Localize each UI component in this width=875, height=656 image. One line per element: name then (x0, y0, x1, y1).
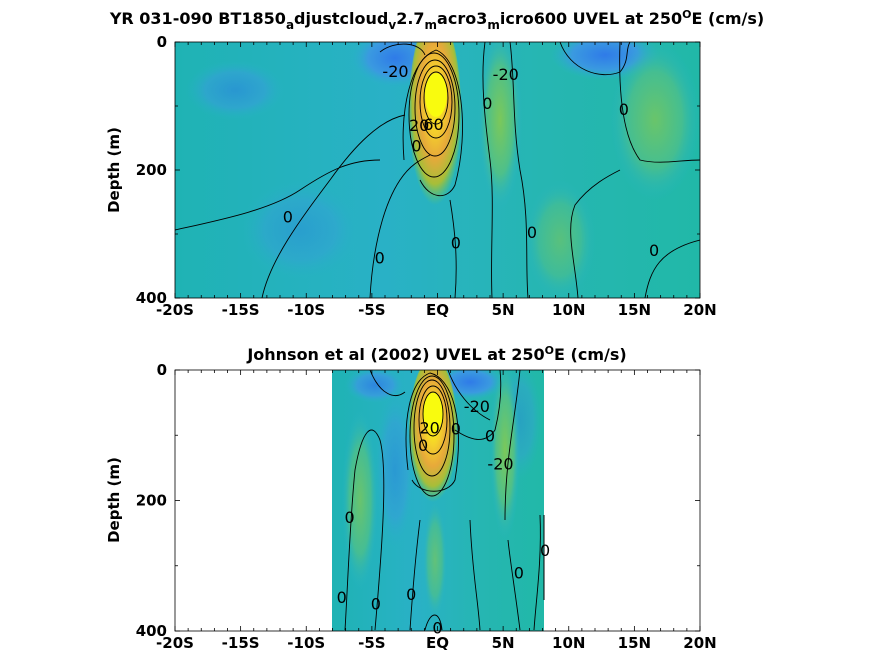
x-tick-label: 5N (492, 634, 515, 652)
contour-label: -20 (464, 397, 490, 416)
panel2-ylabel: Depth (m) (105, 457, 123, 543)
panel1-field (175, 42, 700, 298)
contour-label: 0 (619, 100, 629, 119)
y-tick-label: 0 (157, 33, 167, 51)
contour-label: 0 (485, 426, 495, 445)
contour-label: 20 (409, 116, 429, 135)
x-tick-label: EQ (426, 634, 449, 652)
contour-label: 0 (527, 223, 537, 242)
contour-label: 60 (423, 115, 443, 134)
contour-label: 0 (411, 137, 421, 156)
y-tick-label: 200 (136, 492, 167, 510)
panel1-ylabel: Depth (m) (105, 127, 123, 213)
contour-label: -20 (493, 65, 519, 84)
panel-model: YR 031-090 BT1850adjustcloudv2.7macro3mi… (105, 8, 764, 319)
x-tick-label: 10N (552, 634, 585, 652)
x-tick-label: EQ (426, 301, 449, 319)
panel-observations: Johnson et al (2002) UVEL at 250OE (cm/s… (105, 344, 717, 652)
x-tick-label: 5N (492, 301, 515, 319)
panel2-title: Johnson et al (2002) UVEL at 250OE (cm/s… (246, 344, 626, 364)
panel1-title: YR 031-090 BT1850adjustcloudv2.7macro3mi… (109, 8, 764, 32)
x-tick-label: -10S (287, 301, 325, 319)
contour-label: 0 (344, 508, 354, 527)
x-tick-label: -5S (358, 301, 385, 319)
x-tick-label: 10N (552, 301, 585, 319)
contour-label: 0 (418, 436, 428, 455)
contour-label: -20 (487, 454, 513, 473)
y-tick-label: 400 (136, 289, 167, 307)
contour-label: 0 (375, 249, 385, 268)
contour-label: 0 (337, 588, 347, 607)
x-tick-label: 20N (683, 634, 716, 652)
x-tick-label: 15N (618, 634, 651, 652)
x-tick-label: -20S (156, 301, 194, 319)
contour-label: 0 (514, 563, 524, 582)
x-tick-label: 15N (618, 301, 651, 319)
x-tick-label: 20N (683, 301, 716, 319)
x-tick-label: -15S (222, 634, 260, 652)
contour-label: 0 (451, 233, 461, 252)
panel2-field (332, 370, 544, 631)
y-tick-label: 400 (136, 622, 167, 640)
x-tick-label: -5S (358, 634, 385, 652)
contour-label: 0 (540, 541, 550, 560)
x-tick-label: -10S (287, 634, 325, 652)
contour-label: 0 (406, 585, 416, 604)
contour-label: -20 (382, 62, 408, 81)
contour-label: 20 (419, 418, 439, 437)
contour-label: 0 (451, 420, 461, 439)
contour-label: 0 (371, 595, 381, 614)
y-tick-label: 200 (136, 161, 167, 179)
contour-label: 0 (649, 241, 659, 260)
y-tick-label: 0 (157, 361, 167, 379)
x-tick-label: -15S (222, 301, 260, 319)
x-tick-label: -20S (156, 634, 194, 652)
contour-label: 0 (482, 94, 492, 113)
contour-label: 0 (283, 208, 293, 227)
